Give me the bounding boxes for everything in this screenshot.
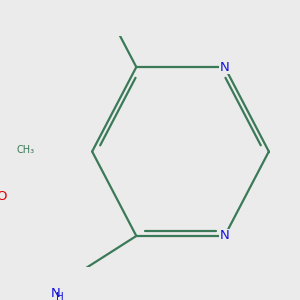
- Text: N: N: [220, 61, 230, 74]
- Text: N: N: [51, 287, 61, 300]
- Text: O: O: [0, 190, 7, 203]
- Text: CH₃: CH₃: [17, 145, 35, 155]
- Text: N: N: [220, 230, 230, 242]
- Text: H: H: [56, 292, 64, 300]
